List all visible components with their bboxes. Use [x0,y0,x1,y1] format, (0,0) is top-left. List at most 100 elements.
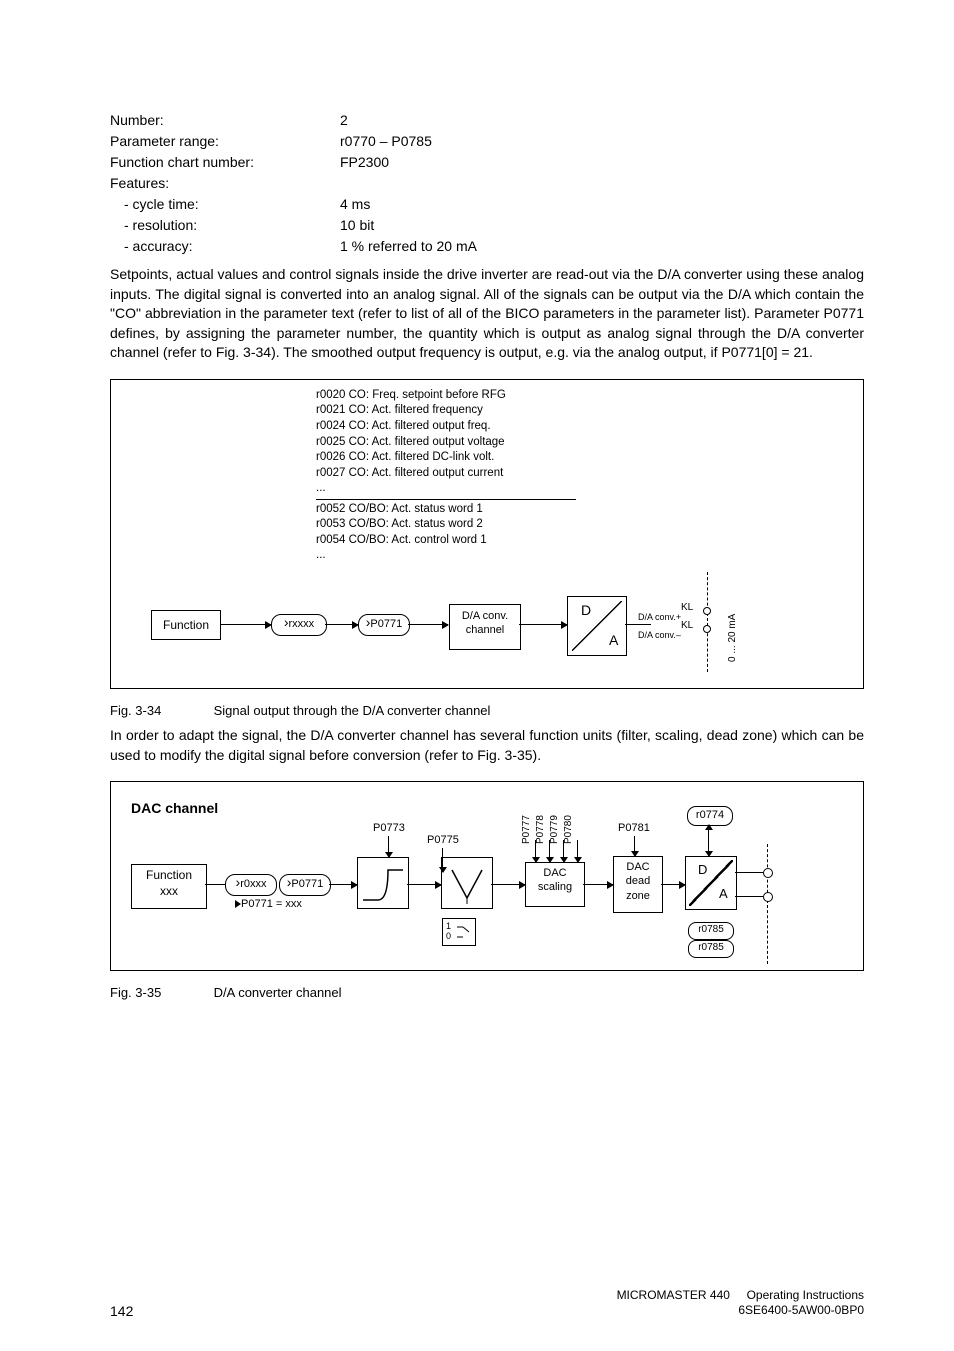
fig1-kl-label: KL [681,620,693,631]
param-acc-value: 1 % referred to 20 mA [340,236,477,257]
param-range-label: Parameter range: [110,131,340,152]
terminal-circle-icon [703,625,711,633]
arrow-icon [221,624,271,625]
fig2-toggle-0: 0 [446,931,451,941]
abs-v-icon [442,858,492,908]
page-number: 142 [110,1303,133,1319]
fig1-row: ... [316,481,576,497]
fig2-dac-dead-l2: dead [614,874,662,888]
fig2-dac-scaling-l1: DAC [526,866,584,880]
param-res-label: - resolution: [124,215,340,236]
arrow-icon [491,884,525,885]
fig1-row: r0054 CO/BO: Act. control word 1 [316,533,576,549]
fig2-p0780-label: P0780 [563,815,574,844]
fig2-p0777-label: P0777 [521,815,532,844]
fig2-function-box: Function xxx [131,864,207,909]
fig1-row: r0025 CO: Act. filtered output voltage [316,435,576,451]
terminal-circle-icon [703,607,711,615]
fig1-row: ... [316,548,576,564]
arrow-down-icon [634,836,635,856]
param-number-label: Number: [110,110,340,131]
fig1-da-channel-box: D/A conv. channel [449,604,521,650]
fig1-function-box: Function [151,610,221,640]
terminal-circle-icon [763,892,773,902]
arrow-down-icon [708,839,709,856]
fig2-da-converter-box [685,856,737,910]
fig1-p0771-box: ›P0771 [358,614,410,636]
fig1-rxxxx-text: rxxxx [289,618,315,630]
param-number-value: 2 [340,110,348,131]
figure-3-34: r0020 CO: Freq. setpoint before RFG r002… [110,379,864,689]
arrow-down-icon [535,840,536,862]
fig2-dac-scaling-l2: scaling [526,880,584,894]
footer-product: MICROMASTER 440 [617,1288,730,1302]
param-fcn-label: Function chart number: [110,152,340,173]
fig2-p0773-label: P0773 [373,822,405,834]
param-cycle-label: - cycle time: [124,194,340,215]
fig2-terminal-area [753,844,823,964]
fig1-p0771-text: P0771 [370,618,402,630]
arrow-down-icon [577,840,578,862]
fig2-p0779-label: P0779 [549,815,560,844]
param-range-value: r0770 – P0785 [340,131,432,152]
arrow-icon [583,884,613,885]
fig1-row: r0027 CO: Act. filtered output current [316,466,576,482]
filter-curve-icon [358,858,408,908]
param-res-value: 10 bit [340,215,374,236]
fig1-caption-num: Fig. 3-34 [110,703,210,718]
fig2-p0771eq-text: P0771 = xxx [241,898,302,910]
terminal-circle-icon [763,868,773,878]
arrow-icon [329,884,357,885]
fig1-row: r0052 CO/BO: Act. status word 1 [316,502,576,518]
fig1-caption-text: Signal output through the D/A converter … [214,703,491,718]
fig2-function-l2: xxx [132,884,206,900]
fig2-d-label: D [698,862,707,877]
fig1-daconv-minus: D/A conv.– [638,630,681,640]
arrow-icon [325,624,358,625]
fig2-p0781-label: P0781 [618,822,650,834]
arrow-icon [408,624,448,625]
fig2-r0xxx-text: r0xxx [240,878,266,890]
fig2-p0775-label: P0775 [427,834,459,846]
arrow-icon [661,884,685,885]
fig1-row: r0021 CO: Act. filtered frequency [316,403,576,419]
switch-icon [455,921,471,943]
fig1-terminal-area: KL KL D/A conv.+ D/A conv.– 0 ... 20 mA [651,572,821,672]
fig2-function-l1: Function [132,868,206,884]
fig1-d-label: D [581,602,591,618]
fig2-a-label: A [719,886,728,901]
fig2-r0774-box: r0774 [687,806,733,826]
figure-3-35: DAC channel Function xxx ›r0xxx ›P0771 P… [110,781,864,971]
page-footer: 142 MICROMASTER 440 Operating Instructio… [110,1288,864,1319]
fig2-caption-num: Fig. 3-35 [110,985,210,1000]
fig2-r0xxx-box: ›r0xxx [225,874,277,896]
fig1-ma-range: 0 ... 20 mA [727,614,738,662]
param-acc-label: - accuracy: [124,236,340,257]
fig1-da-ch-l2: channel [450,623,520,637]
fig2-p0771-box: ›P0771 [279,874,331,896]
line-icon [205,884,225,885]
fig2-dac-dead-l1: DAC [614,860,662,874]
param-fcn-value: FP2300 [340,152,389,173]
arrow-icon [519,624,567,625]
fig2-p0771-eq: P0771 = xxx [235,898,302,910]
mid-paragraph: In order to adapt the signal, the D/A co… [110,726,864,765]
footer-docnum: 6SE6400-5AW00-0BP0 [738,1303,864,1317]
fig1-row: r0024 CO: Act. filtered output freq. [316,419,576,435]
fig1-caption: Fig. 3-34 Signal output through the D/A … [110,703,864,718]
fig2-dac-dead-box: DAC dead zone [613,856,663,913]
arrow-down-icon [549,840,550,862]
fig1-daconv-plus: D/A conv.+ [638,612,681,622]
line-icon [625,624,651,625]
fig1-row: r0053 CO/BO: Act. status word 2 [316,517,576,533]
fig2-caption-text: D/A converter channel [214,985,342,1000]
fig2-dac-scaling-box: DAC scaling [525,862,585,907]
arrow-icon [407,884,441,885]
fig2-filter-box [357,857,409,909]
arrow-down-icon [563,840,564,862]
fig2-r0785-box: r0785 [688,940,734,958]
fig1-a-label: A [609,632,618,648]
fig2-toggle-box: 1 0 [442,918,476,946]
fig2-dac-channel-label: DAC channel [131,800,218,816]
footer-opins: Operating Instructions [747,1288,864,1302]
